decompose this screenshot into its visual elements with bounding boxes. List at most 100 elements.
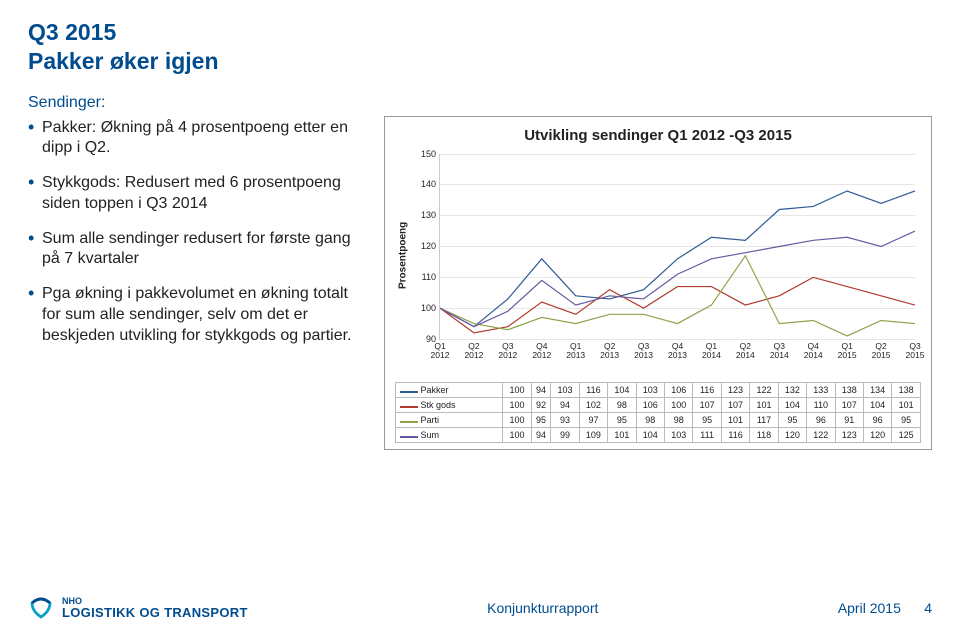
table-cell: 107 [693, 397, 721, 412]
table-cell: 102 [579, 397, 607, 412]
xtick-label: Q32013 [630, 342, 658, 361]
table-cell: 116 [693, 382, 721, 397]
table-cell: 100 [503, 412, 531, 427]
table-cell: 106 [636, 397, 664, 412]
logo: NHO LOGISTIKK OG TRANSPORT [28, 597, 248, 619]
xtick-label: Q22013 [596, 342, 624, 361]
logo-text: NHO LOGISTIKK OG TRANSPORT [62, 597, 248, 619]
table-cell: 103 [636, 382, 664, 397]
table-cell: 95 [608, 412, 636, 427]
table-cell: 103 [551, 382, 579, 397]
plot-grid: 90100110120130140150Q12012Q22012Q32012Q4… [439, 154, 915, 340]
table-cell: 138 [835, 382, 863, 397]
table-cell: 138 [892, 382, 921, 397]
table-cell: 100 [503, 382, 531, 397]
table-row: Pakker1009410311610410310611612312213213… [396, 382, 921, 397]
bullet-item: Sum alle sendinger redusert for første g… [28, 229, 368, 271]
footer: NHO LOGISTIKK OG TRANSPORT Konjunkturrap… [28, 597, 932, 619]
xtick-label: Q12014 [697, 342, 725, 361]
xtick-label: Q42012 [528, 342, 556, 361]
table-cell: 117 [750, 412, 778, 427]
bullet-item: Pakker: Økning på 4 prosentpoeng etter e… [28, 118, 368, 160]
table-cell: 101 [750, 397, 778, 412]
table-cell: 98 [608, 397, 636, 412]
table-cell: 100 [503, 427, 531, 442]
logo-big: LOGISTIKK OG TRANSPORT [62, 606, 248, 619]
table-cell: 120 [863, 427, 891, 442]
series-name: Parti [418, 415, 439, 425]
table-cell: 94 [551, 397, 579, 412]
ytick-label: 110 [414, 272, 436, 282]
left-column: Sendinger: Pakker: Økning på 4 prosentpo… [28, 76, 368, 450]
ytick-label: 120 [414, 241, 436, 251]
ytick-label: 140 [414, 179, 436, 189]
table-cell: 110 [807, 397, 835, 412]
table-cell: 96 [863, 412, 891, 427]
table-row: Sum1009499109101104103111116118120122123… [396, 427, 921, 442]
table-cell: 103 [665, 427, 693, 442]
table-cell: 120 [778, 427, 806, 442]
table-cell: 134 [863, 382, 891, 397]
chart-title: Utvikling sendinger Q1 2012 -Q3 2015 [395, 127, 921, 144]
table-cell: 100 [665, 397, 693, 412]
table-cell: 100 [503, 397, 531, 412]
bullet-list: Pakker: Økning på 4 prosentpoeng etter e… [28, 118, 368, 347]
table-cell: 94 [531, 382, 551, 397]
xtick-label: Q22015 [867, 342, 895, 361]
xtick-label: Q32014 [765, 342, 793, 361]
table-cell: 123 [721, 382, 749, 397]
table-cell: 116 [579, 382, 607, 397]
footer-date: April 2015 [838, 600, 901, 616]
table-cell: 95 [778, 412, 806, 427]
table-cell: 98 [665, 412, 693, 427]
table-row: Stk gods10092941029810610010710710110411… [396, 397, 921, 412]
xtick-label: Q42014 [799, 342, 827, 361]
title-line2: Pakker øker igjen [28, 47, 932, 76]
table-cell: 104 [778, 397, 806, 412]
series-line [440, 191, 915, 327]
ytick-label: 100 [414, 303, 436, 313]
table-cell: 91 [835, 412, 863, 427]
series-name: Sum [418, 430, 439, 440]
page-number: 4 [924, 600, 932, 616]
table-cell: 125 [892, 427, 921, 442]
legend-swatch [400, 436, 418, 438]
legend-swatch [400, 391, 418, 393]
series-name-cell: Sum [396, 427, 503, 442]
table-cell: 92 [531, 397, 551, 412]
logo-icon [28, 597, 54, 619]
footer-center: Konjunkturrapport [248, 600, 838, 616]
table-cell: 94 [531, 427, 551, 442]
table-cell: 97 [579, 412, 607, 427]
subheading: Sendinger: [28, 94, 368, 112]
bullet-item: Stykkgods: Redusert med 6 prosentpoeng s… [28, 173, 368, 215]
slide-title: Q3 2015 Pakker øker igjen [28, 18, 932, 76]
table-cell: 101 [608, 427, 636, 442]
table-cell: 123 [835, 427, 863, 442]
ytick-label: 130 [414, 210, 436, 220]
table-cell: 93 [551, 412, 579, 427]
table-cell: 99 [551, 427, 579, 442]
table-cell: 116 [721, 427, 749, 442]
table-cell: 109 [579, 427, 607, 442]
series-name-cell: Pakker [396, 382, 503, 397]
xtick-label: Q22012 [460, 342, 488, 361]
gridline [440, 339, 915, 340]
chart-data-table: Pakker1009410311610410310611612312213213… [395, 382, 921, 443]
xtick-label: Q32015 [901, 342, 929, 361]
y-axis-label: Prosentpoeng [395, 150, 411, 360]
table-cell: 101 [892, 397, 921, 412]
series-name-cell: Parti [396, 412, 503, 427]
xtick-label: Q42013 [664, 342, 692, 361]
table-cell: 107 [721, 397, 749, 412]
series-name: Pakker [418, 385, 449, 395]
bullet-item: Pga økning i pakkevolumet en økning tota… [28, 284, 368, 346]
table-cell: 133 [807, 382, 835, 397]
content-row: Sendinger: Pakker: Økning på 4 prosentpo… [28, 76, 932, 450]
xtick-label: Q12012 [426, 342, 454, 361]
table-cell: 96 [807, 412, 835, 427]
series-line [440, 231, 915, 327]
title-line1: Q3 2015 [28, 18, 932, 47]
table-cell: 95 [693, 412, 721, 427]
slide: Q3 2015 Pakker øker igjen Sendinger: Pak… [0, 0, 960, 629]
